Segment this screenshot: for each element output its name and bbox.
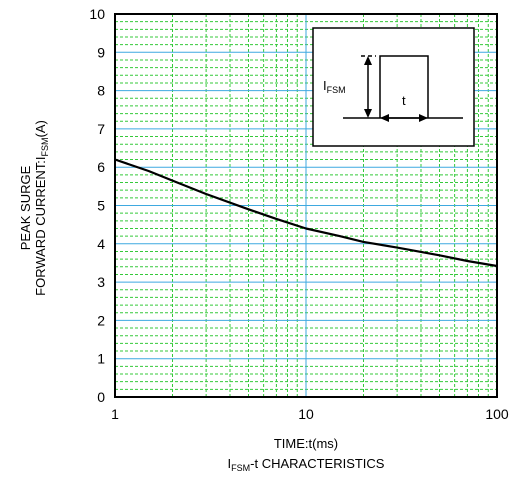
y-tick-label: 0 — [97, 389, 105, 405]
inset-pulse — [379, 55, 429, 118]
y-axis-label: PEAK SURGE FORWARD CURRENT:IFSM(A) — [18, 120, 50, 296]
x-axis-label: TIME:t(ms) — [274, 436, 338, 451]
curve-layer — [114, 158, 498, 268]
x-tick-label: 100 — [485, 406, 509, 422]
y-tick-label: 10 — [89, 6, 105, 22]
series-line — [114, 158, 498, 268]
y-tick-label: 7 — [97, 121, 105, 137]
y-tick-label: 9 — [97, 44, 105, 60]
plot-frame — [114, 13, 498, 398]
y-tick-label: 6 — [97, 159, 105, 175]
y-tick-label: 3 — [97, 274, 105, 290]
y-tick-label: 1 — [97, 351, 105, 367]
inset-arrowhead-up — [364, 56, 372, 65]
inset-pulse-diagram: IFSM t — [312, 27, 475, 147]
x-tick-label: 10 — [298, 406, 314, 422]
y-axis-label-line2: FORWARD CURRENT:IFSM(A) — [33, 120, 50, 296]
chart-caption: IFSM-t CHARACTERISTICS — [228, 456, 385, 473]
inset-arrowhead-left — [380, 114, 389, 122]
inset-ifsm-label: IFSM — [323, 78, 346, 95]
x-tick-label: 1 — [111, 406, 119, 422]
inset-arrowhead-right — [419, 114, 428, 122]
y-tick-label: 4 — [97, 236, 105, 252]
inset-arrowhead-down — [364, 109, 372, 118]
y-axis-label-line1: PEAK SURGE — [18, 165, 33, 250]
y-tick-label: 8 — [97, 83, 105, 99]
inset-frame — [312, 27, 475, 147]
y-tick-label: 2 — [97, 312, 105, 328]
inset-t-label: t — [402, 93, 406, 108]
grid — [114, 13, 498, 398]
y-tick-label: 5 — [97, 198, 105, 214]
